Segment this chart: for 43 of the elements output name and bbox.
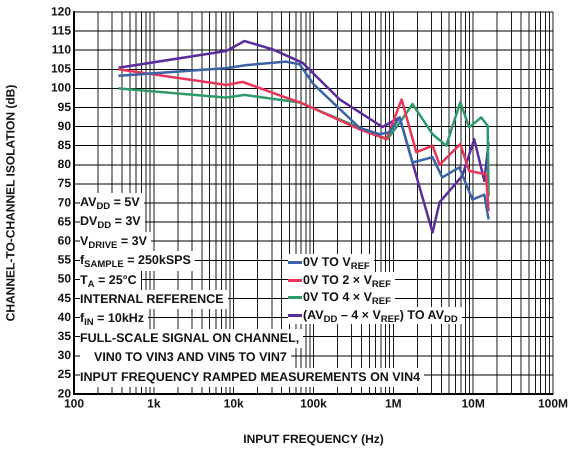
annotation: VIN0 TO VIN3 AND VIN5 TO VIN7 — [80, 348, 291, 368]
legend-label: (AV$_{DD}$ – 4 × V$_{REF}$) TO AV$_{DD}$ — [303, 308, 458, 325]
y-tick-label: 20 — [58, 386, 72, 400]
annotation: f$_{SAMPLE}$ = 250kSPS — [80, 251, 195, 271]
y-tick-label: 30 — [58, 348, 72, 362]
y-tick-label: 45 — [58, 290, 72, 305]
y-tick-label: 100 — [50, 80, 72, 95]
y-tick-label: 85 — [58, 138, 72, 152]
y-tick-label: 105 — [50, 62, 72, 76]
x-tick-label: 1M — [384, 396, 402, 411]
legend-label: 0V TO 2 × V$_{REF}$ — [303, 272, 391, 290]
x-tick-label: 100M — [538, 396, 568, 411]
annotation: AV$_{DD}$ = 5V — [80, 193, 144, 212]
annotation: T$_{A}$ = 25°C — [80, 270, 141, 290]
y-tick-label: 25 — [58, 367, 72, 382]
legend-label: 0V TO 4 × V$_{REF}$ — [303, 290, 391, 308]
x-tick-label: 10k — [224, 396, 244, 411]
legend-label: 0V TO V$_{REF}$ — [303, 255, 370, 272]
y-tick-label: 115 — [52, 23, 72, 38]
y-tick-label: 55 — [58, 252, 72, 267]
y-tick-label: 80 — [58, 157, 72, 172]
annotation: f$_{IN}$ = 10kHz — [80, 309, 148, 329]
x-tick-label: 10M — [461, 396, 485, 411]
y-tick-label: 60 — [58, 234, 72, 248]
annotation: INPUT FREQUENCY RAMPED MEASUREMENTS ON VIN4 — [80, 368, 424, 388]
y-tick-label: 120 — [50, 4, 72, 18]
annotation: V$_{DRIVE}$ = 3V — [80, 232, 151, 252]
y-tick-label: 65 — [58, 214, 72, 228]
y-tick-label: 40 — [58, 310, 72, 324]
annotation: INTERNAL REFERENCE — [80, 290, 228, 310]
y-axis-title: CHANNEL-TO-CHANNEL ISOLATION (dB) — [4, 84, 18, 322]
y-tick-label: 110 — [52, 42, 72, 57]
y-tick-label: 50 — [58, 272, 72, 286]
annotation: FULL-SCALE SIGNAL ON CHANNEL, — [80, 328, 304, 348]
y-tick-label: 90 — [58, 118, 72, 133]
y-tick-label: 35 — [58, 329, 72, 344]
x-tick-label: 100k — [300, 396, 328, 411]
x-axis-title: INPUT FREQUENCY (Hz) — [243, 432, 384, 446]
y-tick-label: 70 — [58, 195, 72, 210]
annotation: DV$_{DD}$ = 3V — [80, 212, 145, 232]
x-tick-label: 1k — [147, 396, 161, 411]
y-tick-label: 75 — [58, 176, 72, 190]
y-tick-label: 95 — [58, 100, 72, 114]
